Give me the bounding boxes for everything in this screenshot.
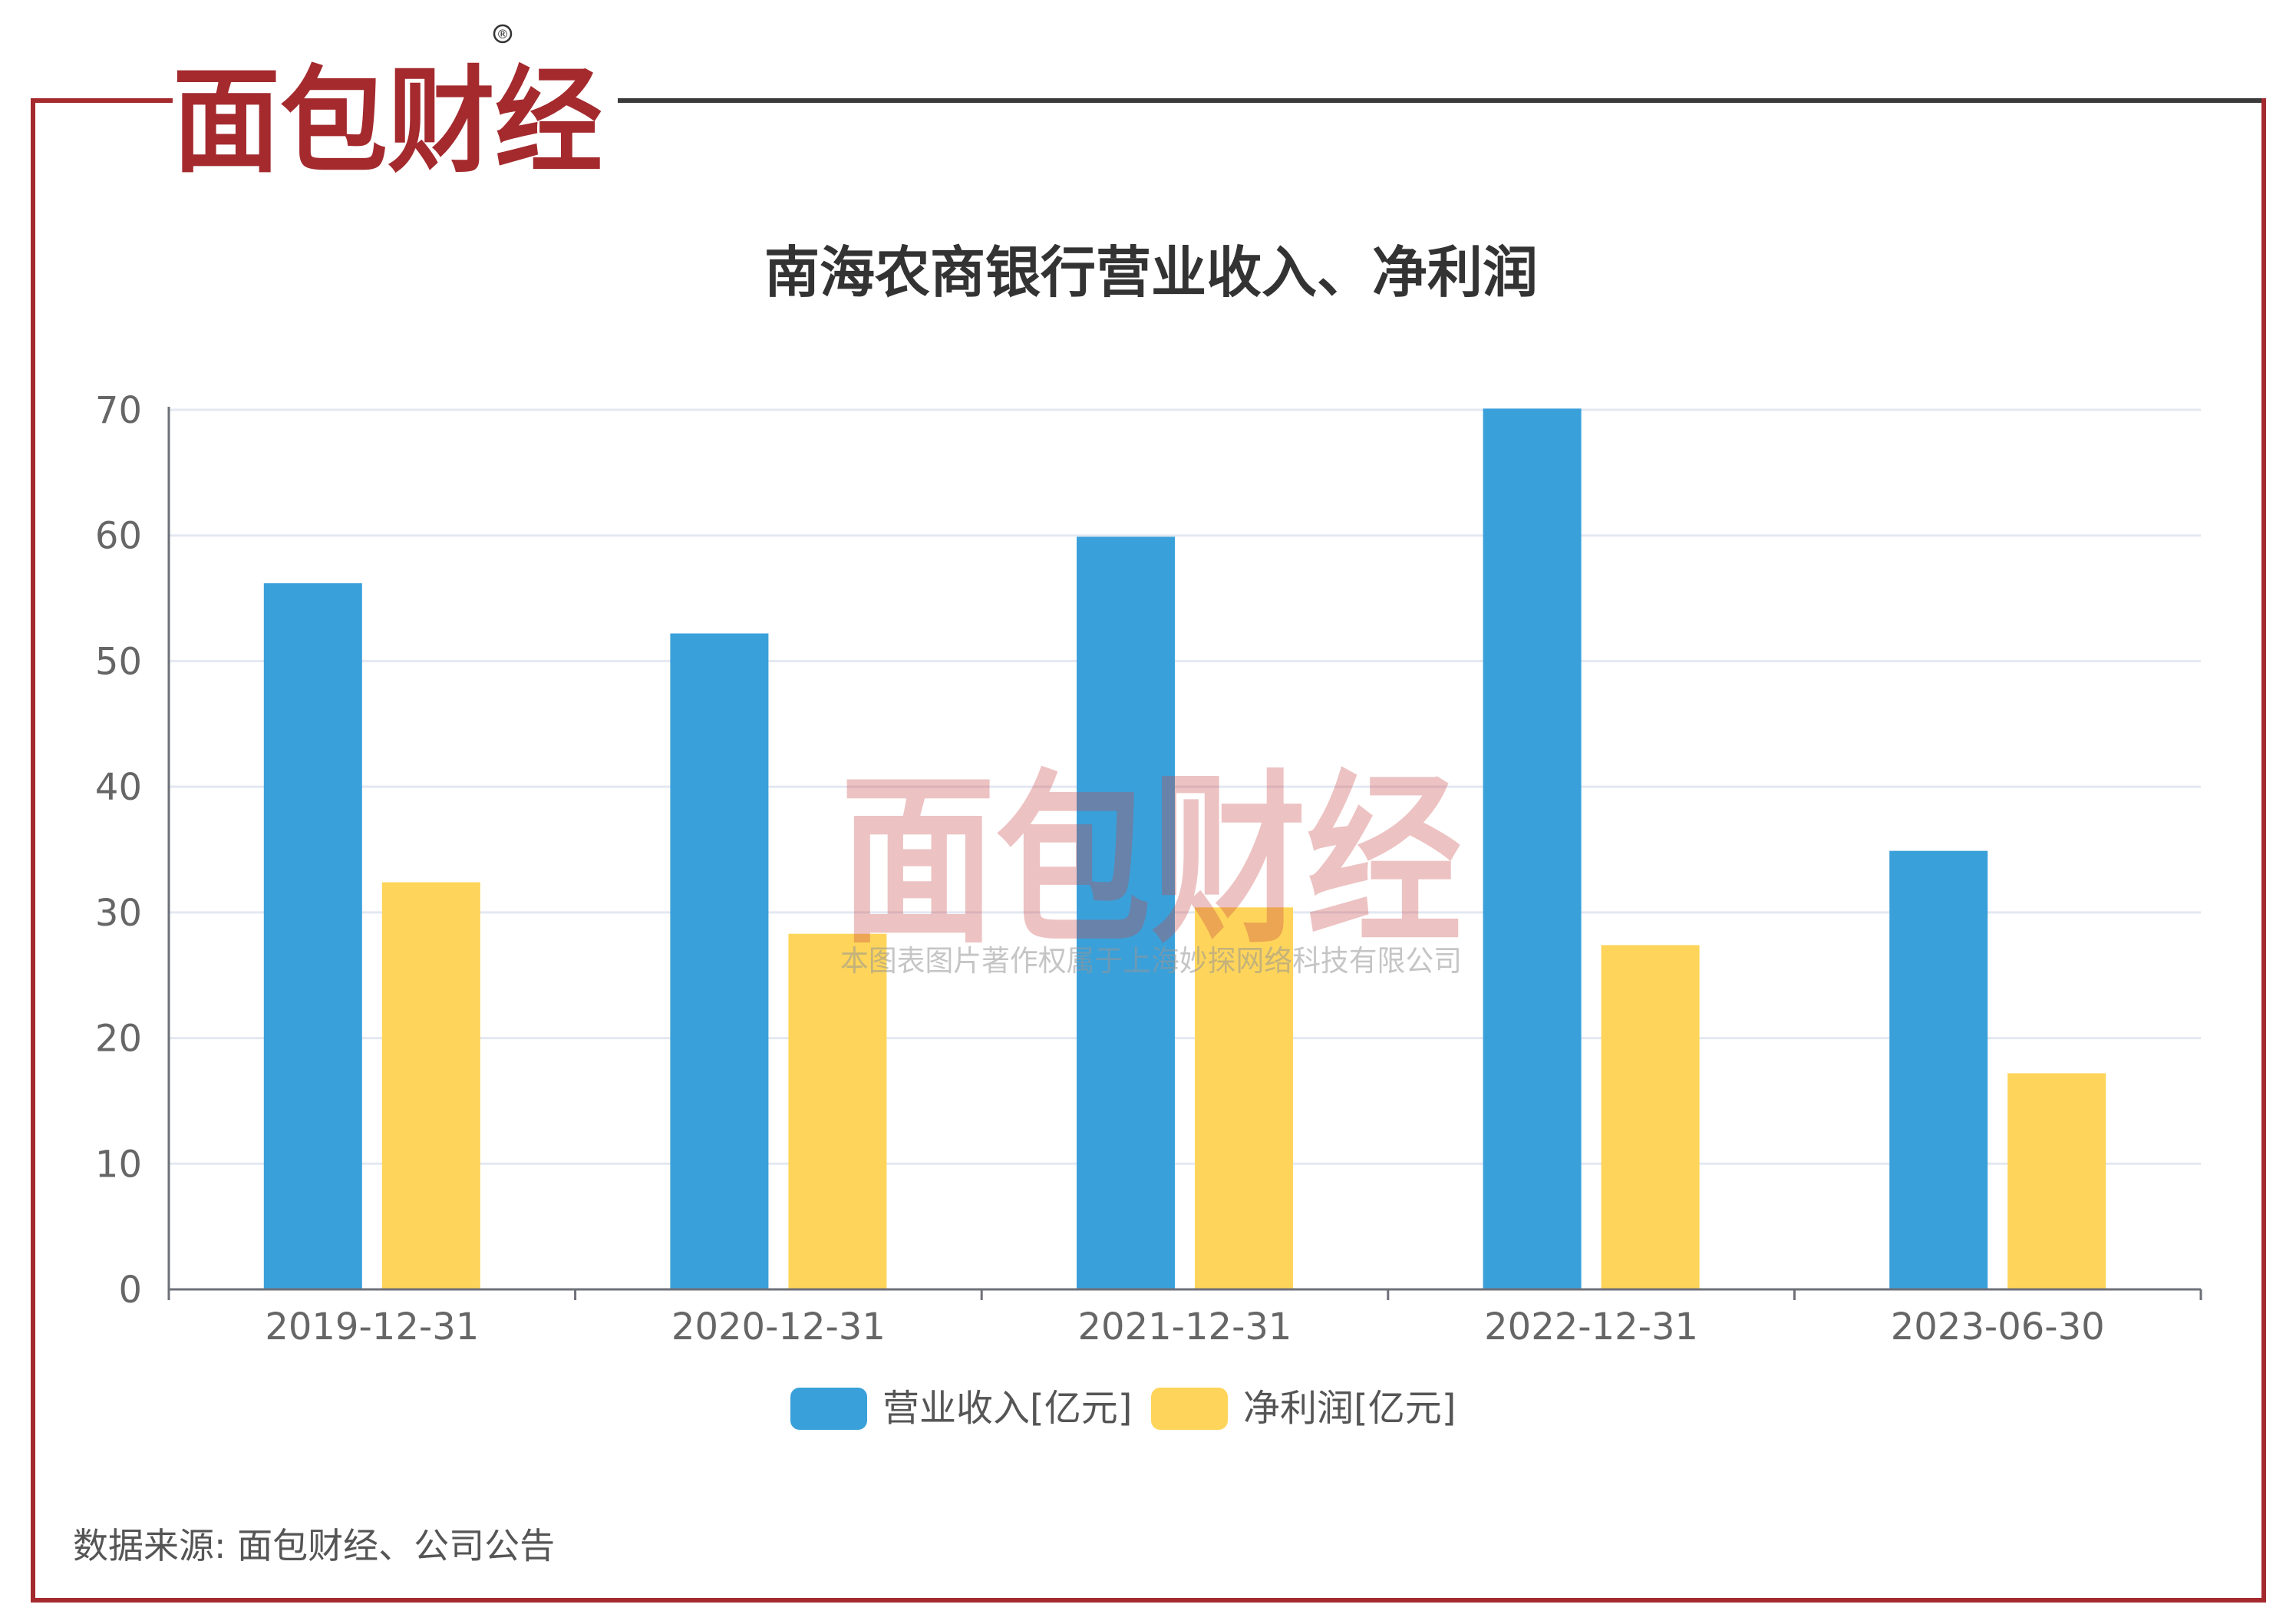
y-tick-label: 40 (95, 766, 142, 809)
frame-top-right-line (618, 98, 2266, 103)
bar-revenue (1483, 408, 1582, 1290)
x-tick-label: 2020-12-31 (671, 1305, 886, 1348)
x-tick-label: 2021-12-31 (1078, 1305, 1292, 1348)
frame-bottom-line (31, 1598, 2266, 1603)
bar-net-profit (1601, 945, 1700, 1289)
y-tick-label: 20 (95, 1018, 142, 1061)
x-tick-label: 2022-12-31 (1484, 1305, 1698, 1348)
bar-revenue (1077, 536, 1175, 1289)
watermark: 面包财经 (840, 754, 1462, 969)
source-note: 数据来源: 面包财经、公司公告 (73, 1525, 555, 1566)
x-tick-label: 2023-06-30 (1891, 1305, 2105, 1348)
legend-label: 营业收入[亿元] (882, 1387, 1132, 1430)
watermark-logo: 面包财经 (840, 754, 1462, 969)
y-tick-label: 70 (95, 389, 142, 432)
frame-right-line (2261, 98, 2266, 1603)
legend-swatch (1151, 1388, 1228, 1430)
bar-net-profit (788, 933, 887, 1289)
bar-net-profit (2007, 1073, 2106, 1289)
frame-left-line (31, 98, 35, 1603)
bar-revenue (1889, 850, 1988, 1289)
bar-net-profit (1195, 907, 1293, 1289)
registered-mark: ® (496, 27, 509, 41)
brand-logo: ® 面包财经 (173, 24, 602, 177)
registered-mark-icon (493, 24, 513, 44)
legend-label: 净利润[亿元] (1243, 1387, 1456, 1430)
bar-net-profit (381, 882, 480, 1289)
legend-swatch (790, 1388, 867, 1430)
y-tick-label: 60 (95, 515, 142, 558)
bar-revenue (670, 633, 769, 1289)
bar-revenue (263, 583, 362, 1289)
frame-top-left-line (31, 98, 173, 103)
y-tick-label: 10 (95, 1143, 142, 1186)
y-tick-label: 50 (95, 640, 142, 683)
watermark-copyright: 本图表图片著作权属于上海妙探网络科技有限公司 (840, 944, 1462, 978)
x-tick-label: 2019-12-31 (265, 1305, 479, 1348)
y-tick-label: 30 (95, 892, 142, 935)
chart-title: 南海农商银行营业收入、净利润 (764, 240, 1538, 305)
logo-wordmark: 面包财经 (173, 55, 602, 177)
y-tick-label: 0 (118, 1269, 142, 1312)
